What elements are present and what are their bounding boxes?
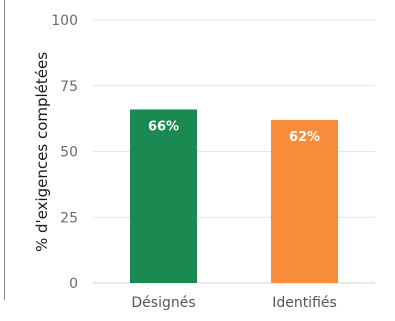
category-labels: Désignés Identifiés	[131, 295, 336, 311]
bars	[130, 109, 338, 283]
bar-designes	[130, 109, 197, 283]
y-tick-labels: 0 25 50 75 100	[51, 13, 78, 292]
category-label: Identifiés	[272, 295, 337, 311]
category-label: Désignés	[131, 295, 195, 311]
bar-identifies	[271, 119, 338, 283]
y-tick-label: 0	[69, 276, 78, 292]
data-label: 62%	[289, 130, 320, 145]
y-axis-label: % d'exigences complétées	[33, 52, 51, 252]
y-tick-label: 25	[60, 210, 78, 226]
data-label: 66%	[148, 119, 179, 134]
data-labels: 66% 62%	[148, 119, 320, 145]
y-tick-label: 100	[51, 13, 78, 29]
y-tick-label: 75	[60, 79, 78, 95]
y-tick-label: 50	[60, 145, 78, 161]
